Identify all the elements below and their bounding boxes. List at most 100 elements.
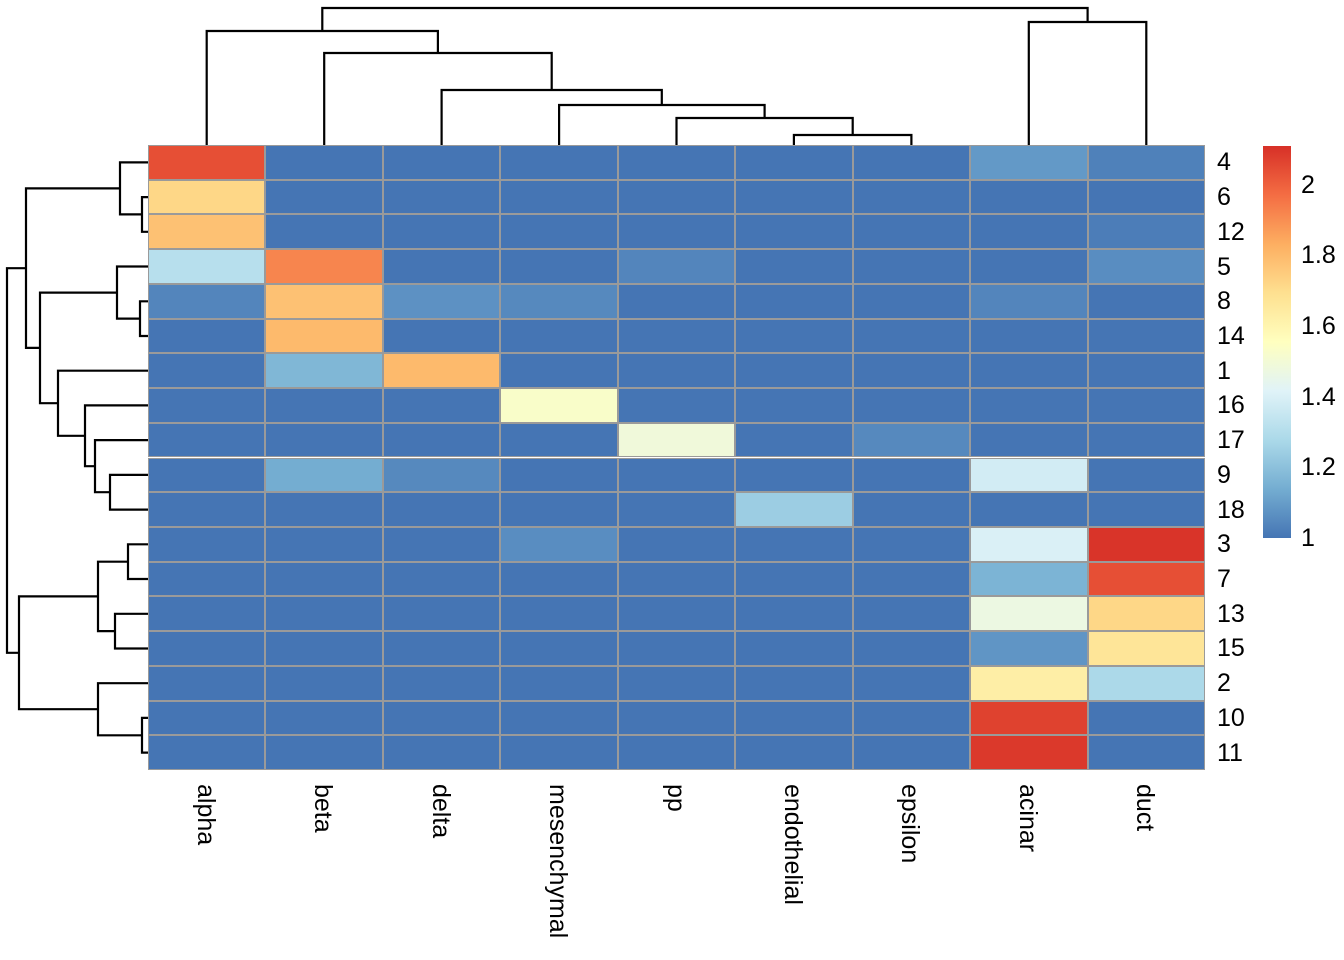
heatmap-cell [1087, 179, 1205, 215]
heatmap-cell [382, 388, 501, 423]
heatmap-cell [970, 457, 1088, 493]
heatmap-cell [852, 700, 971, 736]
heatmap-cell [852, 526, 971, 562]
heatmap-cell [148, 145, 266, 180]
heatmap-cell [382, 353, 501, 389]
heatmap-cell [1087, 596, 1205, 632]
column-label: mesenchymal [544, 784, 573, 939]
heatmap-cell [1087, 249, 1205, 284]
heatmap-cell [970, 561, 1088, 597]
heatmap-cell [735, 700, 853, 736]
heatmap-cell [1087, 457, 1205, 493]
heatmap-cell [265, 700, 383, 736]
column-dendrogram [205, 6, 1148, 147]
heatmap-cell [382, 145, 501, 180]
column-label: epsilon [896, 784, 925, 864]
heatmap-cell [970, 249, 1088, 284]
heatmap-cell [148, 665, 266, 701]
row-label: 10 [1217, 703, 1245, 732]
row-label: 16 [1217, 391, 1245, 420]
legend-gradient-bar [1263, 146, 1291, 538]
heatmap-cell [970, 492, 1088, 527]
heatmap-cell [1087, 388, 1205, 423]
heatmap-cell [382, 492, 501, 527]
heatmap-cell [382, 526, 501, 562]
heatmap-cell [1087, 422, 1205, 458]
heatmap-cell [148, 561, 266, 597]
heatmap-cell [852, 249, 971, 284]
heatmap-cell [735, 596, 853, 632]
heatmap-cell [148, 596, 266, 632]
heatmap-cell [382, 700, 501, 736]
heatmap-cell [852, 388, 971, 423]
heatmap-cell [382, 596, 501, 632]
heatmap-cell [500, 735, 618, 770]
heatmap-cell [500, 422, 618, 458]
heatmap-cell [617, 214, 736, 250]
heatmap-cell [148, 631, 266, 666]
heatmap-cell [852, 457, 971, 493]
row-label: 2 [1217, 669, 1231, 698]
legend-tick-label: 1.2 [1301, 453, 1336, 482]
heatmap-cell [735, 526, 853, 562]
heatmap-cell [617, 457, 736, 493]
row-label: 7 [1217, 565, 1231, 594]
heatmap-cell [617, 700, 736, 736]
heatmap-cell [500, 214, 618, 250]
heatmap-cell [265, 457, 383, 493]
column-label: endothelial [778, 784, 807, 905]
heatmap-cell [1087, 631, 1205, 666]
legend-tick-label: 1.4 [1301, 382, 1336, 411]
heatmap-cell [500, 457, 618, 493]
row-label: 11 [1217, 738, 1243, 767]
heatmap-cell [970, 735, 1088, 770]
heatmap-cell [852, 318, 971, 354]
heatmap-cell [617, 526, 736, 562]
heatmap-cell [1087, 353, 1205, 389]
heatmap-cell [617, 735, 736, 770]
row-label: 15 [1217, 634, 1245, 663]
heatmap-cell [970, 596, 1088, 632]
heatmap-cell [852, 631, 971, 666]
heatmap-cell [265, 526, 383, 562]
heatmap-cell [1087, 283, 1205, 319]
heatmap-cell [265, 596, 383, 632]
heatmap-cell [382, 631, 501, 666]
heatmap-cell [617, 353, 736, 389]
heatmap-cell [617, 318, 736, 354]
heatmap-cell [500, 596, 618, 632]
heatmap-cell [735, 388, 853, 423]
heatmap-cell [852, 596, 971, 632]
heatmap-cell [617, 561, 736, 597]
legend-tick-label: 1.8 [1301, 241, 1336, 270]
heatmap-cell [1087, 214, 1205, 250]
heatmap-cell [500, 179, 618, 215]
heatmap-cell [148, 249, 266, 284]
heatmap-cell [382, 665, 501, 701]
heatmap-cell [382, 179, 501, 215]
heatmap-cell [148, 353, 266, 389]
heatmap-cell [617, 283, 736, 319]
heatmap-cell [500, 492, 618, 527]
heatmap-cell [970, 145, 1088, 180]
heatmap-cell [617, 631, 736, 666]
heatmap-cell [735, 665, 853, 701]
row-label: 6 [1217, 183, 1231, 212]
heatmap-cell [735, 283, 853, 319]
heatmap-cell [735, 145, 853, 180]
heatmap-cell [382, 283, 501, 319]
heatmap-cell [500, 700, 618, 736]
heatmap-cell [852, 561, 971, 597]
heatmap-cell [735, 179, 853, 215]
column-label: pp [661, 784, 690, 812]
heatmap-cell [617, 145, 736, 180]
heatmap-cell [852, 179, 971, 215]
heatmap-cell [970, 214, 1088, 250]
heatmap-cell [500, 388, 618, 423]
heatmap-cell [617, 422, 736, 458]
heatmap-cell [265, 179, 383, 215]
heatmap-cell [148, 422, 266, 458]
row-label: 5 [1217, 252, 1231, 281]
